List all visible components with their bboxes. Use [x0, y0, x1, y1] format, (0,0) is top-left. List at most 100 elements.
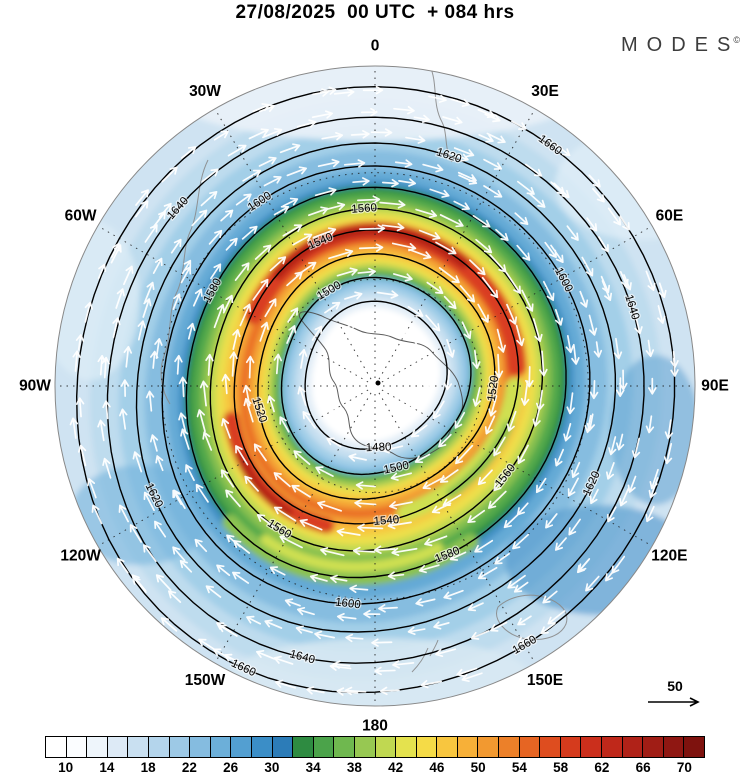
wind-arrow: [438, 433, 452, 448]
colorbar-cell: [499, 737, 520, 757]
wind-arrow: [542, 590, 558, 604]
wind-arrow: [414, 453, 431, 464]
wind-arrow: [663, 442, 673, 465]
wind-arrow: [657, 305, 666, 324]
wind-arrow: [483, 185, 503, 198]
wind-arrow: [296, 607, 315, 616]
wind-arrow: [348, 453, 368, 462]
wind-arrow: [553, 182, 570, 199]
wind-arrow: [467, 509, 486, 524]
wind-arrow: [645, 339, 655, 358]
wind-arrow: [579, 290, 589, 308]
wind-arrow: [581, 256, 594, 277]
colorbar-tick-label: 18: [140, 760, 156, 775]
wind-arrow: [287, 307, 299, 323]
wind-arrow: [242, 169, 262, 182]
wind-arrow: [205, 585, 222, 598]
jet-streak: [260, 534, 444, 572]
wind-arrow: [448, 152, 469, 162]
wind-arrow: [344, 686, 367, 696]
map-rim: [54, 65, 696, 707]
wind-arrow: [178, 412, 187, 434]
wind-arrow: [435, 241, 457, 255]
wind-arrow: [201, 168, 219, 183]
wind-arrow: [420, 679, 443, 689]
wind-arrow: [273, 655, 294, 665]
wind-arrow: [578, 558, 590, 572]
wind-arrow: [143, 491, 155, 512]
colorbar-cell: [46, 737, 67, 757]
wind-arrow: [506, 303, 518, 325]
wind-arrow: [158, 202, 172, 218]
colorbar-tick-label: 22: [181, 760, 197, 775]
colorbar-cell: [169, 737, 191, 757]
longitude-label: 30E: [531, 83, 559, 100]
wind-arrow: [374, 545, 396, 554]
wind-arrow: [295, 261, 317, 277]
wind-arrow: [210, 263, 222, 280]
wind-arrow: [184, 464, 195, 482]
wind-arrow: [75, 397, 85, 418]
wind-arrow: [592, 187, 605, 203]
wind-arrow: [529, 193, 546, 208]
wind-arrow: [312, 227, 337, 239]
wind-arrow: [259, 321, 269, 342]
wind-arrow: [269, 256, 287, 272]
wind-arrow: [362, 85, 384, 95]
wind-arrow: [364, 322, 382, 331]
wind-arrow: [154, 520, 167, 538]
wind-arrow: [135, 189, 149, 206]
wind-arrow: [454, 411, 466, 429]
wind-arrow: [563, 423, 572, 442]
wind-arrow: [381, 178, 399, 188]
wind-arrow: [507, 574, 526, 589]
wind-arrow: [102, 457, 112, 479]
contour-line: [106, 116, 645, 664]
wind-arrow: [116, 557, 129, 574]
wind-arrow: [605, 462, 615, 480]
contour-line: [280, 276, 472, 476]
wind-arrow: [410, 424, 428, 438]
colorbar-tick-label: 10: [58, 760, 74, 775]
wind-arrow: [317, 367, 326, 390]
wind-arrow: [623, 274, 632, 291]
colorbar-tick-label: 50: [470, 760, 486, 775]
wind-arrow: [286, 166, 308, 177]
wind-arrow: [129, 524, 143, 543]
wind-arrow: [387, 571, 405, 580]
wind-arrow: [324, 301, 341, 314]
wind-arrow: [418, 564, 440, 574]
colorbar-cell: [334, 737, 355, 757]
wind-arrow: [496, 328, 506, 353]
wind-arrow: [472, 349, 481, 370]
wind-arrow: [517, 615, 532, 626]
longitude-label: 150E: [527, 672, 563, 689]
wind-arrow: [172, 293, 182, 310]
wind-arrow: [593, 341, 603, 358]
wind-arrow: [97, 354, 106, 376]
wind-arrow: [202, 431, 213, 451]
contour-label: 1480: [366, 441, 392, 454]
wind-arrow: [355, 481, 376, 490]
wind-arrow: [513, 581, 529, 593]
wind-arrow: [297, 386, 307, 406]
wind-arrow: [329, 662, 352, 671]
wind-arrow: [282, 224, 303, 237]
wind-arrow: [86, 478, 97, 499]
wind-arrow: [135, 200, 149, 218]
wind-arrow: [461, 321, 472, 340]
wind-arrow: [619, 486, 630, 507]
field-patch: [230, 638, 530, 706]
wind-arrow: [160, 617, 178, 632]
wind-arrow: [149, 434, 159, 452]
wind-arrow: [425, 314, 441, 332]
wind-arrow: [262, 127, 283, 139]
wind-arrow: [273, 472, 291, 488]
colorbar-tick-label: 14: [99, 760, 115, 775]
wind-arrow: [273, 205, 290, 216]
wind-arrow: [298, 348, 308, 369]
wind-arrow: [226, 534, 242, 548]
wind-arrow: [273, 506, 297, 522]
wind-arrow: [216, 622, 232, 633]
wind-arrow: [631, 437, 641, 459]
